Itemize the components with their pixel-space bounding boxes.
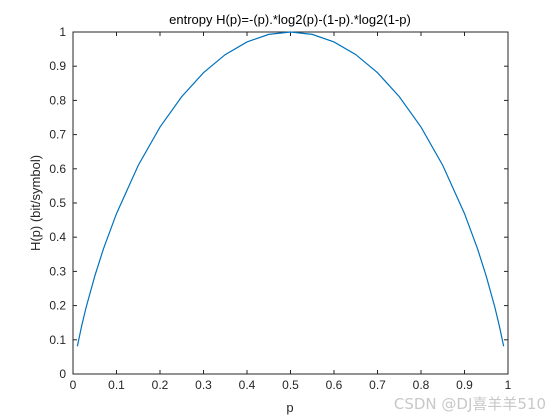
x-tick-label: 0.2	[152, 378, 169, 392]
chart-title: entropy H(p)=-(p).*log2(p)-(1-p).*log2(1…	[169, 12, 411, 27]
x-tick-label: 0.8	[413, 378, 430, 392]
x-tick-label: 0.4	[239, 378, 256, 392]
x-tick-label: 0	[70, 378, 77, 392]
y-tick-label: 0.5	[49, 196, 66, 210]
x-tick-label: 0.6	[326, 378, 343, 392]
y-tick-label: 0.1	[49, 333, 66, 347]
y-tick-label: 0.6	[49, 162, 66, 176]
x-tick-label: 0.3	[195, 378, 212, 392]
watermark: CSDN @DJ喜羊羊510	[393, 395, 546, 413]
x-tick-label: 0.9	[456, 378, 473, 392]
x-axis: 0 0.1 0.2 0.3 0.4 0.5 0.6 0.7 0.8 0.9 1	[70, 32, 512, 392]
y-tick-label: 0.4	[49, 230, 66, 244]
y-tick-label: 0.7	[49, 128, 66, 142]
entropy-curve	[76, 31, 505, 347]
x-tick-label: 0.1	[108, 378, 125, 392]
x-axis-label: p	[286, 400, 293, 415]
y-tick-label: 0	[59, 367, 66, 381]
y-tick-label: 0.9	[49, 59, 66, 73]
x-tick-label: 0.7	[369, 378, 386, 392]
y-tick-label: 0.2	[49, 299, 66, 313]
x-tick-label: 1	[505, 378, 512, 392]
x-tick-label: 0.5	[282, 378, 299, 392]
y-tick-label: 0.8	[49, 93, 66, 107]
plot-area	[72, 31, 509, 375]
y-tick-label: 1	[59, 25, 66, 39]
y-tick-label: 0.3	[49, 264, 66, 278]
y-axis: 0 0.1 0.2 0.3 0.4 0.5 0.6 0.7 0.8 0.9 1	[49, 25, 508, 381]
y-axis-label: H(p) (bit/symbol)	[28, 155, 43, 251]
